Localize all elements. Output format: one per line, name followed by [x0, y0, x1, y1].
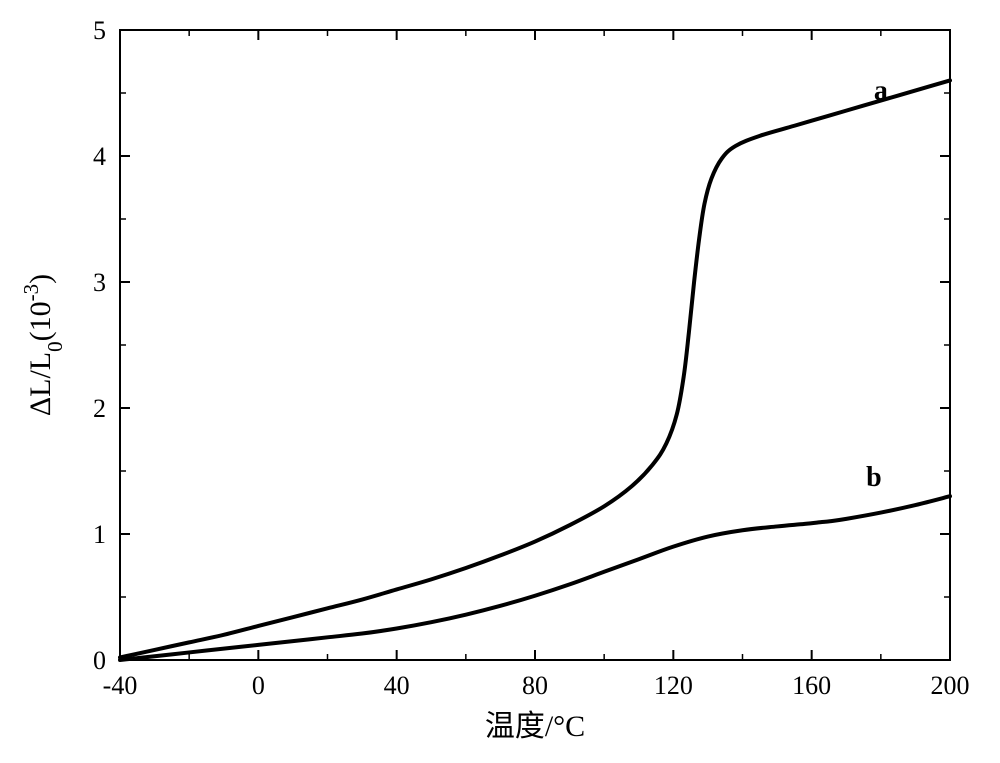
y-tick-label: 5	[93, 16, 106, 45]
x-axis-label: 温度/°C	[485, 710, 585, 743]
x-tick-label: 0	[252, 671, 265, 700]
y-tick-label: 0	[93, 646, 106, 675]
x-tick-label: 80	[522, 671, 548, 700]
series-label-b: b	[866, 462, 882, 493]
chart-svg: -4004080120160200012345ab温度/°CΔL/L0(10-3…	[0, 0, 1000, 763]
x-tick-label: 40	[384, 671, 410, 700]
series-a	[120, 80, 950, 657]
series-b	[120, 496, 950, 660]
x-tick-label: 200	[931, 671, 970, 700]
y-tick-label: 4	[93, 142, 106, 171]
y-tick-label: 2	[93, 394, 106, 423]
y-tick-label: 1	[93, 520, 106, 549]
x-tick-label: 160	[792, 671, 831, 700]
x-tick-label: 120	[654, 671, 693, 700]
expansion-chart: -4004080120160200012345ab温度/°CΔL/L0(10-3…	[0, 0, 1000, 763]
plot-border	[120, 30, 950, 660]
y-axis-label: ΔL/L0(10-3)	[19, 274, 67, 416]
y-tick-label: 3	[93, 268, 106, 297]
x-tick-label: -40	[103, 671, 138, 700]
series-label-a: a	[874, 75, 888, 106]
